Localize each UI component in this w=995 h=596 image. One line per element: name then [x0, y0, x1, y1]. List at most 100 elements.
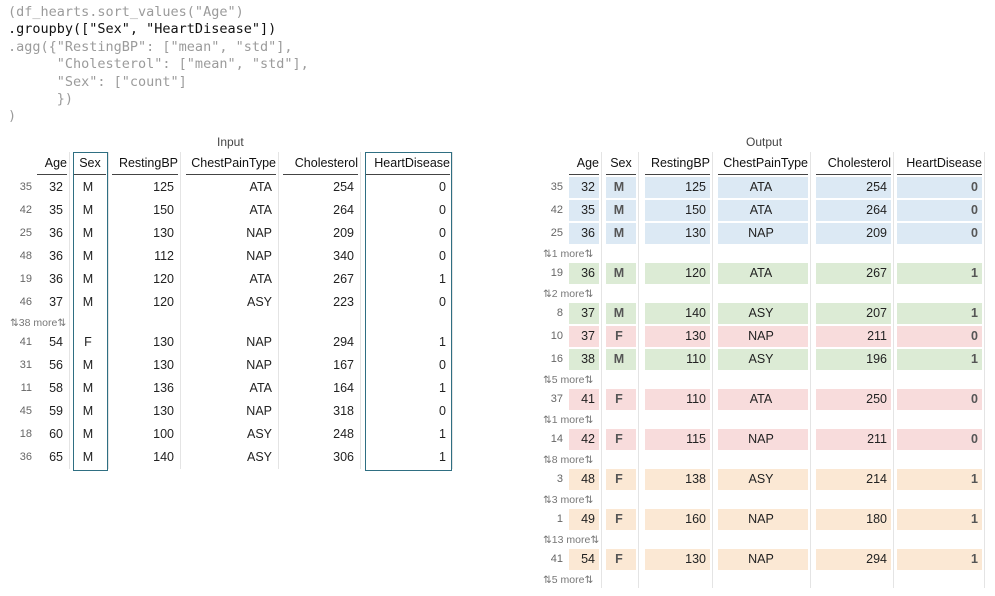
table-row: 25 36 M 130 NAP 209 0: [535, 222, 990, 245]
cell-cholesterol: 264: [866, 203, 887, 217]
cell-restingbp: 110: [686, 352, 706, 366]
cell-heartdisease: 1: [439, 427, 446, 441]
row-highlight: [606, 200, 636, 221]
row-highlight: [569, 177, 599, 198]
row-highlight: [569, 429, 599, 450]
row-highlight: [645, 303, 710, 324]
row-highlight: [718, 549, 808, 570]
row-index: 35: [550, 181, 563, 193]
cell-cholesterol: 196: [866, 352, 887, 366]
cell-sex: M: [82, 203, 94, 217]
cell-cholesterol: 254: [333, 180, 354, 194]
row-highlight: [606, 469, 636, 490]
row-highlight: [606, 326, 636, 347]
more-rows-indicator[interactable]: ⇅13 more⇅: [543, 534, 600, 546]
row-highlight: [718, 177, 808, 198]
row-highlight: [718, 303, 808, 324]
cell-heartdisease: 0: [439, 203, 446, 217]
row-highlight: [718, 326, 808, 347]
cell-age: 60: [49, 427, 63, 441]
more-rows-indicator[interactable]: ⇅38 more⇅: [10, 317, 67, 329]
cell-heartdisease: 1: [439, 335, 446, 349]
cell-cholesterol: 267: [333, 272, 354, 286]
column-divider: [108, 152, 109, 469]
column-divider: [601, 152, 602, 588]
more-rows-indicator[interactable]: ⇅2 more⇅: [543, 288, 594, 300]
row-highlight: [718, 469, 808, 490]
cell-restingbp: 130: [153, 335, 174, 349]
more-rows-indicator[interactable]: ⇅8 more⇅: [543, 454, 594, 466]
cell-cholesterol: 250: [866, 392, 887, 406]
table-row: 46 37 M 120 ASY 223 0: [0, 291, 455, 314]
cell-cholesterol: 211: [867, 329, 887, 343]
cell-heartdisease: 1: [971, 306, 978, 320]
cell-heartdisease: 0: [971, 203, 978, 217]
more-rows-indicator[interactable]: ⇅5 more⇅: [543, 574, 594, 586]
row-highlight: [816, 223, 891, 244]
cell-chestpaintype: ATA: [749, 180, 773, 194]
cell-restingbp: 115: [686, 432, 706, 446]
row-highlight: [816, 263, 891, 284]
table-row: 10 37 F 130 NAP 211 0: [535, 325, 990, 348]
code-line-groupby: .groupby(["Sex", "HeartDisease"]): [8, 21, 277, 38]
cell-sex: F: [615, 512, 623, 526]
more-rows-indicator[interactable]: ⇅1 more⇅: [543, 248, 594, 260]
code-line: "Cholesterol": ["mean", "std"],: [8, 56, 309, 73]
table-row: 3 48 F 138 ASY 214 1: [535, 468, 990, 491]
column-divider: [893, 152, 894, 588]
cell-chestpaintype: NAP: [748, 552, 774, 566]
cell-restingbp: 130: [153, 226, 174, 240]
cell-heartdisease: 0: [439, 249, 446, 263]
header-underline: [897, 174, 982, 175]
row-index: 25: [19, 227, 32, 239]
row-highlight: [645, 469, 710, 490]
row-highlight: [816, 509, 891, 530]
row-highlight: [606, 263, 636, 284]
column-header-cholesterol: Cholesterol: [827, 156, 891, 170]
row-highlight: [718, 200, 808, 221]
row-highlight: [645, 429, 710, 450]
cell-age: 36: [49, 272, 63, 286]
code-line: (df_hearts.sort_values("Age"): [8, 4, 244, 20]
cell-cholesterol: 294: [866, 552, 887, 566]
cell-heartdisease: 0: [971, 226, 978, 240]
table-row: 41 54 F 130 NAP 294 1: [535, 548, 990, 571]
output-caption: Output: [746, 135, 783, 149]
column-divider: [984, 152, 985, 588]
more-rows-indicator[interactable]: ⇅5 more⇅: [543, 374, 594, 386]
column-divider: [69, 152, 70, 469]
cell-restingbp: 130: [685, 226, 706, 240]
row-highlight: [897, 326, 982, 347]
more-rows-indicator[interactable]: ⇅3 more⇅: [543, 494, 594, 506]
cell-cholesterol: 306: [333, 450, 354, 464]
row-highlight: [645, 200, 710, 221]
header-underline: [366, 174, 450, 175]
row-highlight: [645, 389, 710, 410]
cell-heartdisease: 1: [439, 450, 446, 464]
cell-chestpaintype: NAP: [748, 329, 774, 343]
cell-sex: M: [613, 352, 625, 366]
row-highlight: [897, 389, 982, 410]
code-line: }): [8, 91, 74, 108]
cell-chestpaintype: ATA: [749, 203, 773, 217]
cell-chestpaintype: ASY: [748, 472, 774, 486]
cell-chestpaintype: ASY: [246, 427, 272, 441]
cell-age: 59: [49, 404, 63, 418]
cell-cholesterol: 209: [333, 226, 354, 240]
cell-sex: M: [613, 266, 625, 280]
column-divider: [452, 152, 453, 469]
cell-chestpaintype: ATA: [749, 266, 773, 280]
cell-age: 37: [581, 306, 595, 320]
cell-sex: F: [615, 432, 623, 446]
row-highlight: [897, 469, 982, 490]
cell-heartdisease: 0: [439, 295, 446, 309]
more-rows-indicator[interactable]: ⇅1 more⇅: [543, 414, 594, 426]
row-index: 19: [550, 267, 563, 279]
header-row: Age Sex RestingBP ChestPainType Cholesterol H…: [535, 152, 990, 175]
column-header-cholesterol: Cholesterol: [294, 156, 358, 170]
row-index: 36: [19, 451, 32, 463]
column-header-heartdisease: HeartDisease: [374, 156, 450, 170]
row-highlight: [569, 469, 599, 490]
cell-cholesterol: 294: [333, 335, 354, 349]
table-row: 42 35 M 150 ATA 264 0: [535, 199, 990, 222]
